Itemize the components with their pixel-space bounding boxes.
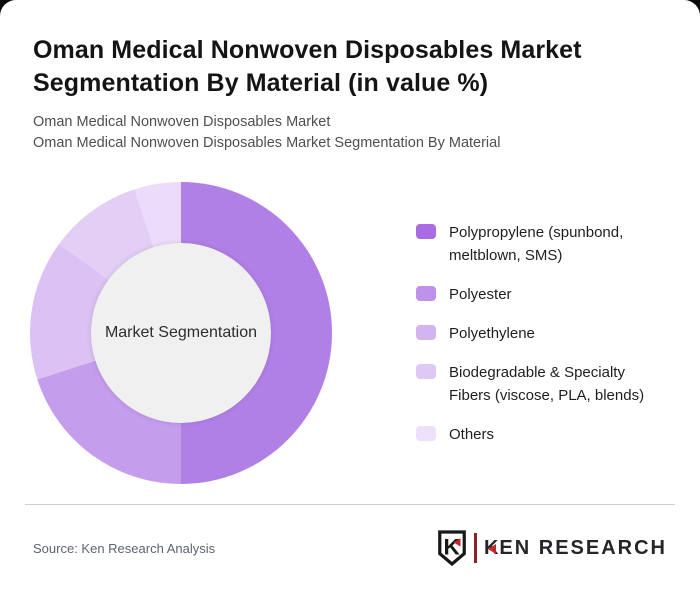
source-text: Source: Ken Research Analysis: [33, 540, 216, 556]
footer-divider: [25, 504, 675, 505]
subtitle-line-1: Oman Medical Nonwoven Disposables Market: [33, 114, 331, 130]
legend-label: Polyethylene: [449, 324, 535, 342]
subtitle-block: Oman Medical Nonwoven Disposables Market…: [33, 112, 667, 154]
legend-swatch-polyester: [416, 285, 436, 301]
shield-k-icon: K: [438, 530, 466, 567]
subtitle-line-2: Oman Medical Nonwoven Disposables Market…: [33, 135, 501, 151]
legend-item: Polypropylene (spunbond, meltblown, SMS): [416, 221, 667, 267]
donut-center: Market Segmentation: [91, 243, 271, 423]
donut-center-label: Market Segmentation: [104, 324, 258, 341]
legend-item: Others: [416, 423, 667, 446]
donut-chart-wrap: Market Segmentation: [30, 182, 332, 484]
card-content: Oman Medical Nonwoven Disposables Market…: [30, 36, 667, 484]
legend-item: Biodegradable & Specialty Fibers (viscos…: [416, 361, 667, 407]
footer: Source: Ken Research Analysis K KEN RESE…: [0, 505, 700, 567]
logo-brand-text: KEN RESEARCH: [484, 537, 667, 560]
legend-swatch-biodegradable: [416, 363, 436, 379]
legend-item: Polyester: [416, 283, 667, 306]
chart-area: Market Segmentation Polypropylene (spunb…: [30, 182, 667, 484]
page-title: Oman Medical Nonwoven Disposables Market…: [33, 36, 582, 97]
legend-label: Biodegradable & Specialty Fibers (viscos…: [449, 363, 645, 404]
ken-research-logo: K KEN RESEARCH: [436, 529, 667, 567]
legend-swatch-polyethylene: [416, 324, 436, 340]
legend-item: Polyethylene: [416, 322, 667, 345]
logo-divider-bar: [473, 533, 477, 563]
legend-swatch-others: [416, 425, 436, 441]
chart-legend: Polypropylene (spunbond, meltblown, SMS)…: [416, 221, 667, 446]
logo-k-triangle-icon: [488, 543, 497, 554]
legend-swatch-polypropylene: [416, 223, 436, 239]
legend-label: Polypropylene (spunbond, meltblown, SMS): [449, 223, 624, 264]
svg-text:K: K: [443, 535, 460, 560]
legend-label: Others: [449, 425, 495, 443]
legend-label: Polyester: [449, 285, 512, 303]
logo-brand-rest: EN RESEARCH: [499, 536, 667, 559]
